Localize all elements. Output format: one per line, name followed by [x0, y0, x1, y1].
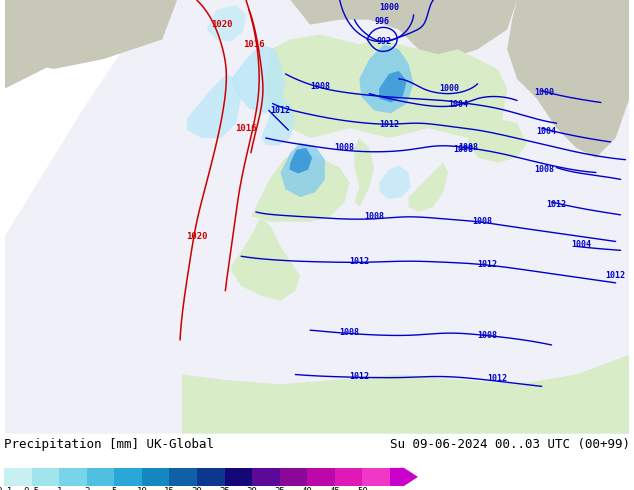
Text: 1008: 1008: [310, 82, 330, 91]
Text: 1004: 1004: [448, 100, 468, 109]
Bar: [87, 468, 114, 486]
FancyArrow shape: [390, 468, 418, 486]
Polygon shape: [231, 217, 301, 300]
Text: 996: 996: [375, 17, 389, 26]
Polygon shape: [290, 0, 517, 59]
Text: 1020: 1020: [186, 232, 207, 241]
Text: 1008: 1008: [364, 212, 384, 221]
Text: 1000: 1000: [379, 3, 399, 12]
Polygon shape: [231, 45, 285, 113]
Polygon shape: [187, 74, 241, 138]
Polygon shape: [379, 166, 411, 199]
Text: 1004: 1004: [571, 240, 591, 249]
Text: 1008: 1008: [534, 165, 555, 174]
Text: 1008: 1008: [477, 331, 498, 340]
Text: 50: 50: [357, 488, 368, 490]
Polygon shape: [207, 5, 246, 41]
Text: 20: 20: [191, 488, 202, 490]
Polygon shape: [354, 138, 374, 207]
Polygon shape: [379, 71, 406, 102]
Text: 1020: 1020: [210, 20, 232, 29]
Polygon shape: [280, 143, 325, 197]
Text: 0.1: 0.1: [0, 488, 12, 490]
Text: 1008: 1008: [340, 328, 359, 337]
Bar: [197, 468, 224, 486]
Polygon shape: [4, 0, 177, 69]
Text: 1: 1: [56, 488, 62, 490]
Text: 5: 5: [112, 488, 117, 490]
Text: 1000: 1000: [439, 84, 459, 93]
Polygon shape: [251, 153, 349, 222]
Text: 25: 25: [219, 488, 230, 490]
Bar: [4, 468, 32, 486]
Polygon shape: [507, 0, 630, 158]
Text: 1012: 1012: [349, 372, 370, 381]
Text: 992: 992: [377, 37, 392, 46]
Text: 1000: 1000: [534, 88, 555, 97]
Text: 30: 30: [247, 488, 257, 490]
Bar: [224, 468, 252, 486]
Text: 10: 10: [136, 488, 147, 490]
Bar: [335, 468, 363, 486]
Text: 1008: 1008: [453, 146, 473, 154]
Polygon shape: [409, 163, 448, 212]
Text: 35: 35: [275, 488, 285, 490]
Bar: [363, 468, 390, 486]
Text: 1012: 1012: [488, 374, 507, 383]
Bar: [307, 468, 335, 486]
Bar: [280, 468, 307, 486]
Text: 1004: 1004: [536, 126, 557, 136]
Text: Precipitation [mm] UK-Global: Precipitation [mm] UK-Global: [4, 438, 214, 451]
Text: 1012: 1012: [547, 200, 567, 210]
Bar: [114, 468, 142, 486]
Text: 1008: 1008: [458, 144, 478, 152]
Text: 1012: 1012: [271, 106, 290, 115]
Text: 1012: 1012: [379, 120, 399, 129]
Bar: [169, 468, 197, 486]
Text: 1012: 1012: [477, 260, 498, 269]
Polygon shape: [289, 148, 312, 173]
Text: 2: 2: [84, 488, 89, 490]
Text: 1012: 1012: [349, 257, 370, 266]
Text: 1008: 1008: [335, 144, 354, 152]
Bar: [32, 468, 59, 486]
Polygon shape: [359, 45, 413, 113]
Text: Su 09-06-2024 00..03 UTC (00+99): Su 09-06-2024 00..03 UTC (00+99): [390, 438, 630, 451]
Polygon shape: [4, 0, 630, 434]
Bar: [142, 468, 169, 486]
Bar: [59, 468, 87, 486]
Text: 0.5: 0.5: [23, 488, 40, 490]
Polygon shape: [468, 118, 527, 163]
Bar: [252, 468, 280, 486]
Text: 1016: 1016: [243, 40, 264, 49]
Polygon shape: [261, 97, 295, 146]
Polygon shape: [266, 34, 507, 138]
Text: 15: 15: [164, 488, 175, 490]
Text: 1008: 1008: [472, 217, 493, 226]
Text: 40: 40: [302, 488, 313, 490]
Text: 1016: 1016: [235, 123, 257, 133]
Polygon shape: [4, 0, 84, 89]
Text: 45: 45: [330, 488, 340, 490]
Text: 1012: 1012: [605, 271, 626, 280]
Polygon shape: [182, 355, 630, 434]
